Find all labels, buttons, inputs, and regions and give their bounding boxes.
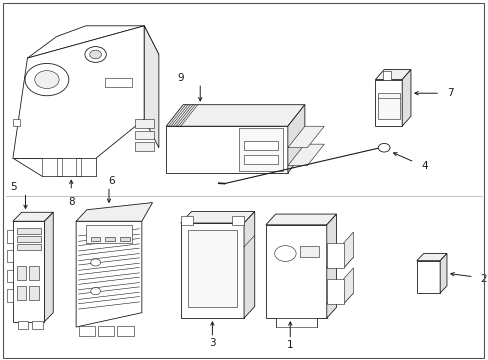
Bar [86,225,132,243]
Text: 5: 5 [10,182,17,192]
Bar [98,326,114,336]
Bar [275,318,316,327]
Text: 7: 7 [447,88,453,98]
Polygon shape [44,212,53,321]
Bar [79,326,95,336]
Bar [120,237,129,241]
Polygon shape [439,253,446,293]
Bar [134,131,154,139]
Circle shape [91,259,100,266]
Text: 6: 6 [108,176,115,186]
Bar [17,236,41,242]
Circle shape [90,50,101,59]
Circle shape [85,46,106,62]
Bar [13,119,20,126]
Polygon shape [42,158,57,176]
Polygon shape [287,144,324,166]
Bar [265,225,326,318]
Bar [383,71,391,80]
Bar [181,223,244,318]
Bar [326,243,343,268]
Bar [299,246,319,257]
Polygon shape [13,212,53,221]
Bar [29,266,39,280]
Polygon shape [375,69,410,80]
Polygon shape [76,203,152,221]
Polygon shape [401,69,410,126]
Polygon shape [326,257,353,268]
Polygon shape [144,26,159,148]
Bar [32,321,43,329]
Polygon shape [265,214,336,225]
Bar [7,250,13,262]
Polygon shape [343,232,353,268]
Bar [188,230,236,307]
Bar [166,126,287,173]
Polygon shape [13,26,144,158]
Text: 4: 4 [421,161,427,171]
Polygon shape [13,158,95,176]
Polygon shape [326,214,336,318]
Polygon shape [326,293,353,304]
Text: 8: 8 [68,197,75,207]
Bar [18,321,28,329]
Polygon shape [287,126,324,148]
Bar [7,270,13,282]
Bar [17,228,41,234]
Bar [239,128,283,171]
Circle shape [274,246,296,261]
Bar [375,80,401,126]
Bar [134,142,154,151]
Bar [326,279,343,304]
Bar [416,261,439,293]
Bar [17,286,26,300]
Bar [7,289,13,302]
Text: 2: 2 [479,274,486,284]
Bar [134,119,154,128]
Circle shape [25,63,69,96]
Circle shape [91,288,100,295]
Bar [377,93,399,119]
Text: 9: 9 [177,73,183,83]
Polygon shape [27,26,159,94]
Bar [244,140,278,149]
Bar [91,237,100,241]
Bar [7,230,13,243]
Circle shape [35,71,59,89]
Bar [17,244,41,250]
Text: 1: 1 [286,340,293,350]
Circle shape [378,143,389,152]
Polygon shape [76,221,142,327]
Bar [117,326,133,336]
Bar [13,221,44,321]
Bar [17,266,26,280]
Polygon shape [61,158,76,176]
Polygon shape [416,253,446,261]
Bar [105,78,132,87]
Polygon shape [81,158,95,176]
Polygon shape [343,268,353,304]
Bar [231,216,244,225]
Polygon shape [166,105,304,126]
Polygon shape [244,212,254,318]
Bar [244,155,278,164]
Bar [181,216,193,225]
Bar [105,237,115,241]
Text: 3: 3 [209,338,215,348]
Polygon shape [287,105,304,173]
Polygon shape [181,212,254,223]
Bar [29,286,39,300]
